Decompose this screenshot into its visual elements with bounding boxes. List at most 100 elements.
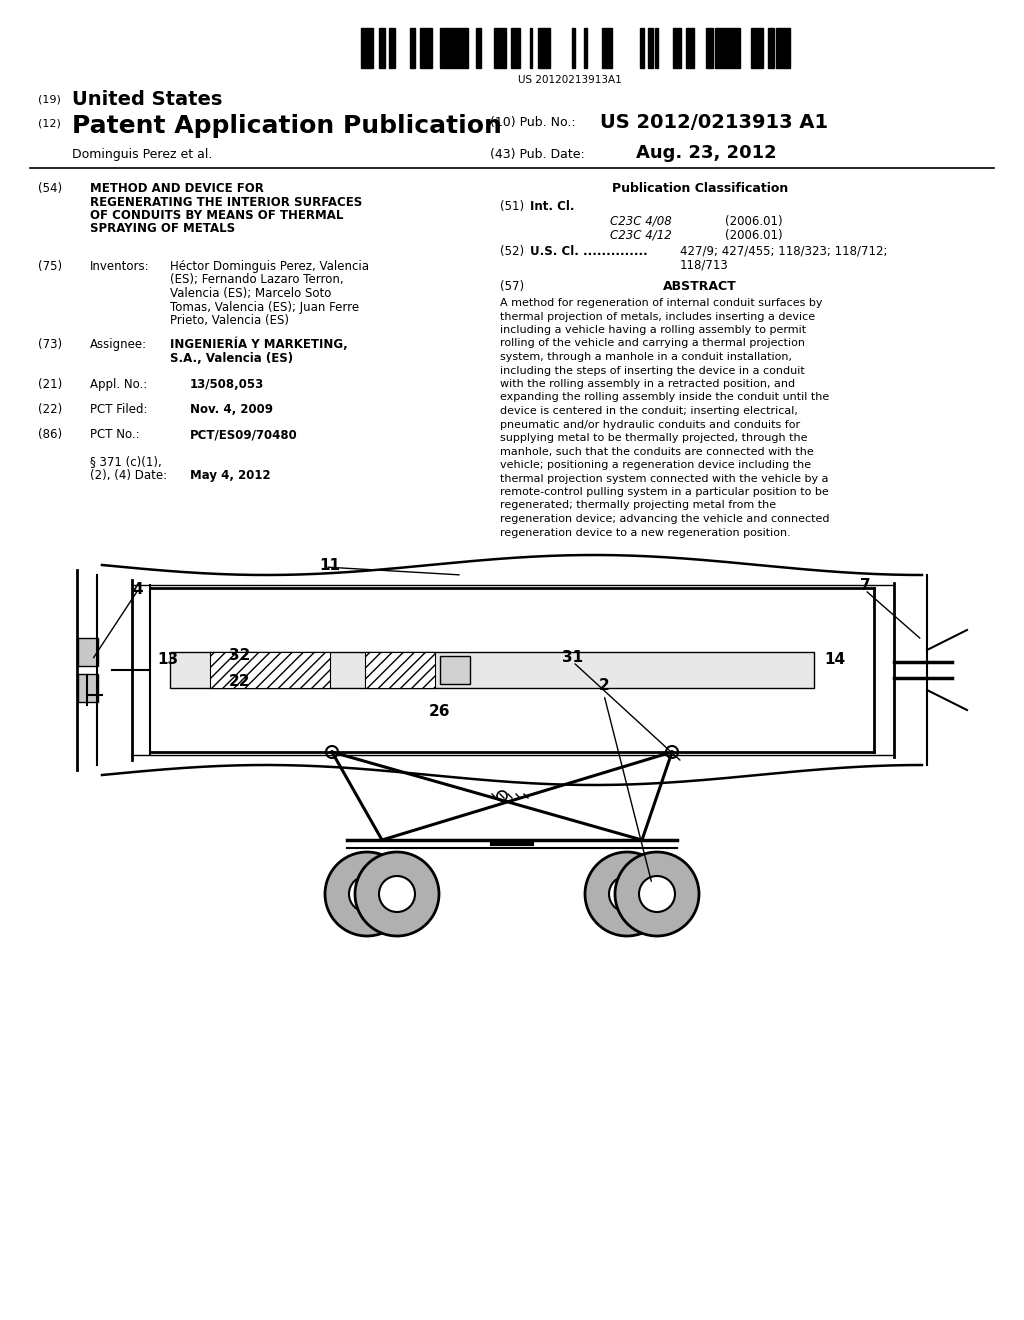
Text: US 2012/0213913 A1: US 2012/0213913 A1: [600, 114, 828, 132]
Text: Héctor Dominguis Perez, Valencia: Héctor Dominguis Perez, Valencia: [170, 260, 369, 273]
Bar: [776, 28, 780, 69]
Bar: [785, 28, 790, 69]
Bar: [465, 28, 468, 69]
Text: (19): (19): [38, 95, 60, 106]
Bar: [757, 28, 763, 69]
Bar: [686, 28, 692, 69]
Bar: [379, 28, 385, 69]
Bar: [428, 28, 432, 69]
Text: (51): (51): [500, 201, 524, 213]
Text: Int. Cl.: Int. Cl.: [530, 201, 574, 213]
Text: REGENERATING THE INTERIOR SURFACES: REGENERATING THE INTERIOR SURFACES: [90, 195, 362, 209]
Bar: [451, 28, 454, 69]
Text: PCT/ES09/70480: PCT/ES09/70480: [190, 428, 298, 441]
Text: OF CONDUITS BY MEANS OF THERMAL: OF CONDUITS BY MEANS OF THERMAL: [90, 209, 343, 222]
Bar: [715, 28, 719, 69]
Text: expanding the rolling assembly inside the conduit until the: expanding the rolling assembly inside th…: [500, 392, 829, 403]
Text: 31: 31: [562, 651, 584, 665]
Text: rolling of the vehicle and carrying a thermal projection: rolling of the vehicle and carrying a th…: [500, 338, 805, 348]
Circle shape: [326, 746, 338, 758]
Text: (73): (73): [38, 338, 62, 351]
Bar: [460, 28, 465, 69]
Text: Publication Classification: Publication Classification: [612, 182, 788, 195]
Text: PCT Filed:: PCT Filed:: [90, 403, 147, 416]
Text: (10) Pub. No.:: (10) Pub. No.:: [490, 116, 575, 129]
Text: (2006.01): (2006.01): [725, 228, 782, 242]
Text: including a vehicle having a rolling assembly to permit: including a vehicle having a rolling ass…: [500, 325, 806, 335]
Circle shape: [609, 876, 645, 912]
Bar: [538, 28, 541, 69]
Text: C23C 4/08: C23C 4/08: [610, 215, 672, 228]
Bar: [754, 28, 757, 69]
Text: (43) Pub. Date:: (43) Pub. Date:: [490, 148, 585, 161]
Text: 22: 22: [229, 675, 251, 689]
Bar: [648, 28, 653, 69]
Bar: [440, 656, 470, 684]
Circle shape: [639, 876, 675, 912]
Bar: [78, 675, 98, 702]
Text: ABSTRACT: ABSTRACT: [664, 280, 737, 293]
Text: thermal projection of metals, includes inserting a device: thermal projection of metals, includes i…: [500, 312, 815, 322]
Bar: [476, 28, 481, 69]
Text: remote-control pulling system in a particular position to be: remote-control pulling system in a parti…: [500, 487, 828, 498]
Circle shape: [325, 851, 409, 936]
Bar: [655, 28, 658, 69]
Text: Tomas, Valencia (ES); Juan Ferre: Tomas, Valencia (ES); Juan Ferre: [170, 301, 359, 314]
Text: C23C 4/12: C23C 4/12: [610, 228, 672, 242]
Text: device is centered in the conduit; inserting electrical,: device is centered in the conduit; inser…: [500, 407, 798, 416]
Bar: [541, 28, 547, 69]
Bar: [719, 28, 725, 69]
Text: US 20120213913A1: US 20120213913A1: [518, 75, 622, 84]
Text: 118/713: 118/713: [680, 259, 729, 272]
Text: METHOD AND DEVICE FOR: METHOD AND DEVICE FOR: [90, 182, 264, 195]
Text: (22): (22): [38, 403, 62, 416]
Bar: [454, 28, 460, 69]
Text: SPRAYING OF METALS: SPRAYING OF METALS: [90, 223, 236, 235]
Text: Valencia (ES); Marcelo Soto: Valencia (ES); Marcelo Soto: [170, 286, 332, 300]
Bar: [725, 28, 730, 69]
Text: 32: 32: [229, 648, 251, 663]
Bar: [516, 28, 520, 69]
Bar: [422, 28, 428, 69]
Text: Patent Application Publication: Patent Application Publication: [72, 114, 502, 139]
Text: (52): (52): [500, 246, 524, 257]
Text: 7: 7: [860, 578, 870, 593]
Circle shape: [666, 746, 678, 758]
Text: (12): (12): [38, 117, 60, 128]
Bar: [210, 652, 330, 688]
Bar: [547, 28, 550, 69]
Text: S.A., Valencia (ES): S.A., Valencia (ES): [170, 351, 293, 364]
Text: (2), (4) Date:: (2), (4) Date:: [90, 469, 167, 482]
Bar: [751, 28, 754, 69]
Bar: [420, 28, 422, 69]
Text: INGENIERÍA Y MARKETING,: INGENIERÍA Y MARKETING,: [170, 338, 348, 351]
Bar: [367, 28, 369, 69]
Bar: [369, 28, 373, 69]
Bar: [602, 28, 608, 69]
Text: 13: 13: [158, 652, 178, 668]
Bar: [365, 652, 435, 688]
Bar: [734, 28, 740, 69]
Bar: [410, 28, 415, 69]
Circle shape: [497, 791, 507, 801]
Text: vehicle; positioning a regeneration device including the: vehicle; positioning a regeneration devi…: [500, 459, 811, 470]
Text: § 371 (c)(1),: § 371 (c)(1),: [90, 455, 162, 469]
Bar: [675, 28, 681, 69]
Text: Inventors:: Inventors:: [90, 260, 150, 273]
Bar: [530, 28, 532, 69]
Text: including the steps of inserting the device in a conduit: including the steps of inserting the dev…: [500, 366, 805, 375]
Text: (86): (86): [38, 428, 62, 441]
Text: (75): (75): [38, 260, 62, 273]
Bar: [446, 28, 451, 69]
Text: regeneration device; advancing the vehicle and connected: regeneration device; advancing the vehic…: [500, 513, 829, 524]
Bar: [494, 28, 500, 69]
Bar: [572, 28, 575, 69]
Bar: [440, 28, 446, 69]
Text: 2: 2: [599, 677, 609, 693]
Bar: [730, 28, 734, 69]
Circle shape: [349, 876, 385, 912]
Bar: [608, 28, 612, 69]
Text: 13/508,053: 13/508,053: [190, 378, 264, 391]
Text: 427/9; 427/455; 118/323; 118/712;: 427/9; 427/455; 118/323; 118/712;: [680, 246, 888, 257]
Bar: [361, 28, 367, 69]
